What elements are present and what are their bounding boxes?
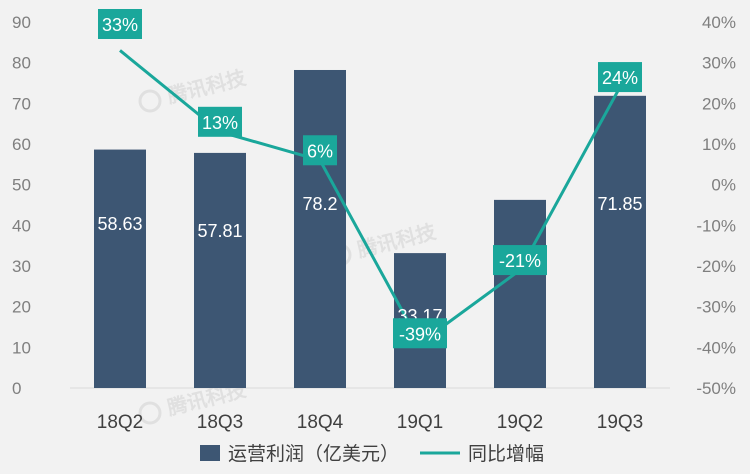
y-left-tick-label: 80: [12, 54, 31, 73]
y-right-tick-label: -20%: [696, 257, 736, 276]
line-label-box: [98, 9, 142, 39]
x-tick-label: 19Q1: [397, 412, 443, 433]
bar: [94, 149, 146, 388]
x-tick-label: 18Q3: [197, 412, 243, 433]
line-label-box: [493, 245, 547, 276]
bar-data-label: 71.85: [597, 194, 642, 214]
bar-data-label: 78.2: [302, 194, 337, 214]
y-left-tick-label: 30: [12, 257, 31, 276]
line-label-box: [303, 135, 337, 166]
legend-bar-swatch: [200, 445, 220, 461]
y-left-tick-label: 90: [12, 13, 31, 32]
bar: [194, 152, 246, 388]
y-right-tick-label: -30%: [696, 298, 736, 317]
x-tick-label: 19Q3: [597, 412, 643, 433]
y-left-tick-label: 50: [12, 176, 31, 195]
y-left-tick-label: 40: [12, 216, 31, 235]
y-left-tick-label: 0: [12, 379, 21, 398]
legend-line-label: 同比增幅: [468, 443, 544, 465]
y-right-tick-label: 30%: [702, 54, 736, 73]
line-label-box: [198, 106, 242, 137]
x-tick-label: 18Q2: [97, 412, 143, 433]
y-right-tick-label: 40%: [702, 13, 736, 32]
line-data-label: 6%: [307, 141, 333, 161]
x-tick-label: 19Q2: [497, 412, 543, 433]
y-right-tick-label: 0%: [711, 176, 736, 195]
y-right-tick-label: 20%: [702, 94, 736, 113]
bar-data-label: 57.81: [197, 221, 242, 241]
x-tick-label: 18Q4: [297, 412, 344, 433]
watermark-logo-icon: [138, 401, 162, 425]
line-label-box: [598, 62, 642, 93]
bar: [294, 69, 346, 388]
watermark-logo-icon: [138, 89, 162, 113]
y-right-tick-label: 10%: [702, 135, 736, 154]
legend-bar-label: 运营利润（亿美元）: [228, 443, 399, 465]
bar-data-label: 58.63: [97, 214, 142, 234]
line-data-label: 33%: [102, 15, 138, 35]
y-right-tick-label: -50%: [696, 379, 736, 398]
line-data-label: -21%: [499, 251, 541, 271]
line-label-box: [393, 318, 447, 349]
line-data-label: 13%: [202, 113, 238, 133]
y-left-tick-label: 60: [12, 135, 31, 154]
line-data-label: -39%: [399, 324, 441, 344]
bar: [494, 199, 546, 388]
y-left-tick-label: 70: [12, 94, 31, 113]
y-right-tick-label: -40%: [696, 338, 736, 357]
line-data-label: 24%: [602, 68, 638, 88]
bar: [594, 95, 646, 388]
y-left-tick-label: 10: [12, 338, 31, 357]
y-right-tick-label: -10%: [696, 216, 736, 235]
y-left-tick-label: 20: [12, 298, 31, 317]
watermark-text: 腾讯科技: [165, 65, 249, 108]
